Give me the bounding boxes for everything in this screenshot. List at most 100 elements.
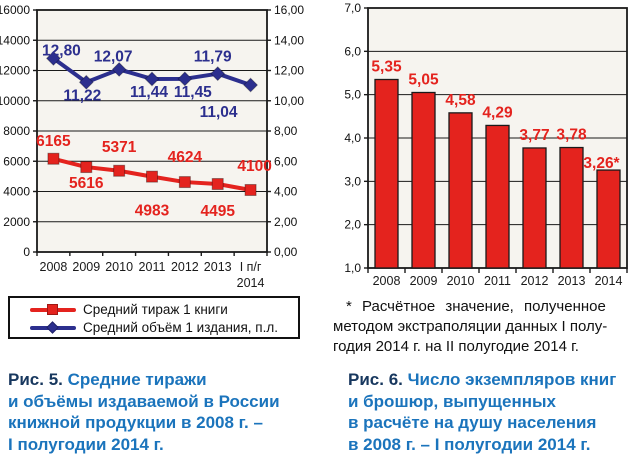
data-label: 5,35 <box>371 59 402 76</box>
legend-diamond-marker <box>46 320 59 334</box>
bar <box>596 169 621 269</box>
bar-2013: 3,78 <box>556 127 587 269</box>
y-axis-tick-label: 7,0 <box>344 1 361 15</box>
blue-line-diamond-marker-icon <box>30 320 76 334</box>
bar-2011: 4,29 <box>482 104 513 269</box>
data-label: 12,80 <box>42 42 81 59</box>
x-axis-label: 2011 <box>484 274 511 288</box>
left-axis-tick-label: 16000 <box>0 3 30 17</box>
data-label: 11,44 <box>130 84 168 101</box>
legend-label: Средний тираж 1 книги <box>83 301 228 317</box>
right-axis-tick-label: 2,00 <box>274 215 298 229</box>
data-label: 11,79 <box>194 49 232 66</box>
series-avg-volume: 12,80 11,22 12,07 11,44 11,45 11,79 11,04 <box>42 42 259 121</box>
fig6-bar-chart: 1,0 2,0 3,0 4,0 5,0 6,0 7,0 2008 5,35 2009 5,05 201… <box>344 1 628 288</box>
legend-item-avg-volume: Средний объём 1 издания, п.л. <box>30 318 298 336</box>
data-label: 4624 <box>168 149 203 166</box>
data-label: 3,77 <box>519 127 549 144</box>
legend-item-avg-print-run: Средний тираж 1 книги <box>30 300 298 318</box>
right-axis-tick-label: 16,00 <box>274 3 304 17</box>
caption-line: в расчёте на душу населения <box>348 413 597 432</box>
footnote-line: * Расчётное значение, полученное <box>346 298 606 315</box>
x-axis-label: 2012 <box>521 274 549 288</box>
left-axis-tick-label: 2000 <box>3 215 30 229</box>
data-label: 4100 <box>237 158 271 175</box>
left-axis-tick-label: 10000 <box>0 94 30 108</box>
diamond-marker <box>78 74 94 90</box>
x-axis-label: 2013 <box>204 260 232 274</box>
y-axis-tick-label: 3,0 <box>344 174 361 188</box>
y-axis-tick-label: 2,0 <box>344 218 361 232</box>
right-axis-tick-label: 10,00 <box>274 94 304 108</box>
data-label: 3,26* <box>583 155 620 172</box>
x-axis-label: I п/г <box>240 260 262 274</box>
footnote-line: методом экстраполяции данных I полу- <box>333 318 608 335</box>
red-line-square-marker-icon <box>30 303 76 316</box>
diamond-marker <box>111 61 127 77</box>
right-axis-tick-label: 14,00 <box>274 33 304 47</box>
data-label: 5,05 <box>408 72 439 89</box>
caption-text: Средние тиражи <box>67 370 207 389</box>
fig6-caption: Рис. 6. Число экземпляров книг и брошюр,… <box>348 369 635 455</box>
y-axis-tick-label: 6,0 <box>344 44 361 58</box>
y-axis-tick-label: 1,0 <box>344 261 361 275</box>
x-axis-label: 2011 <box>139 260 166 274</box>
figure-number: Рис. 5. <box>8 370 63 389</box>
data-label: 11,22 <box>63 87 101 104</box>
bar <box>411 91 436 269</box>
legend-label: Средний объём 1 издания, п.л. <box>83 319 278 335</box>
data-label: 5371 <box>102 139 137 156</box>
data-label: 4983 <box>135 203 170 220</box>
caption-line: и брошюр, выпущенных <box>348 391 556 411</box>
caption-line: книжной продукции в 2008 г. – <box>8 413 263 432</box>
right-axis-tick-label: 8,00 <box>274 124 298 138</box>
figure-number: Рис. 6. <box>348 370 403 389</box>
bar-2012: 3,77 <box>519 127 550 269</box>
bar <box>522 147 547 269</box>
caption-text: Число экземпляров книг <box>407 370 617 389</box>
y-axis-tick-label: 4,0 <box>344 131 361 145</box>
square-marker <box>113 164 126 177</box>
square-marker <box>80 161 93 174</box>
fig5-caption: Рис. 5. Средние тиражи и объёмы издаваем… <box>8 369 323 455</box>
data-label: 4,29 <box>482 104 513 121</box>
x-axis-label: 2009 <box>410 274 438 288</box>
diamond-marker <box>144 71 160 87</box>
right-axis-tick-label: 6,00 <box>274 154 298 168</box>
caption-line: и объёмы издаваемой в России <box>8 391 280 411</box>
left-axis-tick-label: 14000 <box>0 33 30 47</box>
left-axis-tick-label: 12000 <box>0 64 30 78</box>
x-axis-label: 2014 <box>595 274 623 288</box>
bar-2014: 3,26* <box>583 155 621 269</box>
footnote-line: годия 2014 г. на II полугодие 2014 г. <box>333 338 579 355</box>
bar-2008: 5,35 <box>371 59 402 269</box>
bar <box>374 78 399 269</box>
series-avg-print-run: 6165 5616 5371 4983 4624 4495 4100 <box>36 133 272 220</box>
x-axis-label: 2012 <box>171 260 199 274</box>
x-axis-label: 2010 <box>105 260 133 274</box>
bar <box>448 112 473 269</box>
bar-2010: 4,58 <box>445 92 476 269</box>
data-label: 4495 <box>200 203 235 220</box>
caption-line: Рис. 5. Средние тиражи <box>8 369 323 391</box>
bar <box>485 124 510 269</box>
data-label: 4,58 <box>445 92 476 109</box>
data-label: 3,78 <box>556 127 587 144</box>
diamond-marker <box>243 77 259 93</box>
bar <box>559 146 584 269</box>
left-axis-tick-label: 4000 <box>3 185 30 199</box>
left-axis-tick-label: 8000 <box>3 124 30 138</box>
x-axis-label: 2013 <box>558 274 586 288</box>
left-axis-tick-label: 6000 <box>3 154 30 168</box>
right-axis-tick-label: 12,00 <box>274 64 304 78</box>
square-marker <box>178 176 191 189</box>
x-axis-label: 2008 <box>373 274 401 288</box>
data-label: 5616 <box>69 175 104 192</box>
fig6-footnote: * Расчётное значение, полученное методом… <box>333 297 633 357</box>
caption-line: I полугодии 2014 г. <box>8 434 164 454</box>
fig5-line-chart: 0 0,00 2000 2,00 4000 4,00 6000 6,00 8000 8,00 100… <box>0 3 304 290</box>
data-label: 6165 <box>36 133 71 150</box>
caption-line: в 2008 г. – I полугодии 2014 г. <box>348 434 591 454</box>
x-axis-label: 2009 <box>72 260 100 274</box>
